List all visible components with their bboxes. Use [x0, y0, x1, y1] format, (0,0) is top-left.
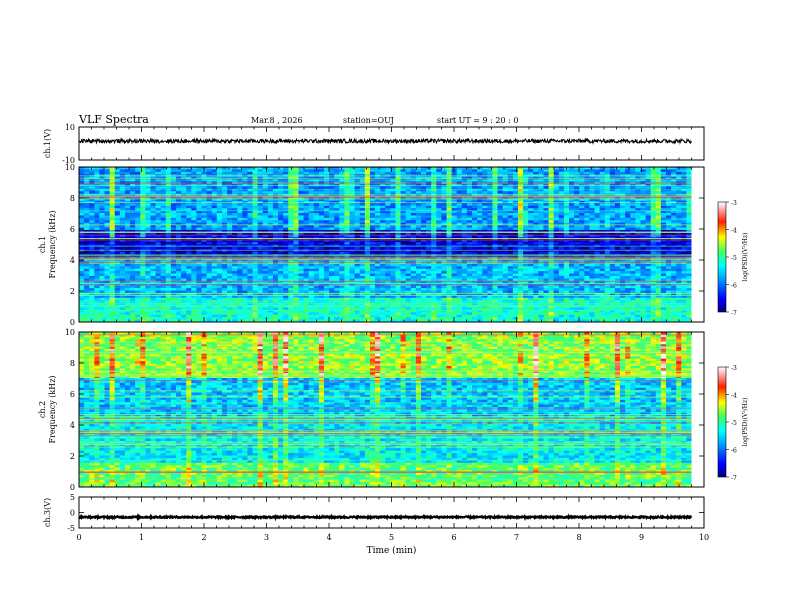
ch1-spectrogram-bands — [79, 168, 692, 311]
ch1-spectrogram-ytick-label: 8 — [70, 194, 75, 203]
colorbar-tick-label: -5 — [731, 255, 737, 262]
colorbar-tick-label: -3 — [731, 200, 737, 207]
colorbar-2 — [717, 366, 727, 478]
ch1-waveform-trace — [78, 137, 692, 145]
x-tick-label: 7 — [514, 533, 519, 542]
ch2-spectrogram-blank — [691, 332, 704, 487]
ch2-spectrogram-bands — [79, 334, 692, 486]
x-tick-label: 8 — [576, 533, 581, 542]
ch1-waveform-ylabel: ch.1(V) — [43, 129, 52, 158]
ch1-waveform-ytick-label: 10 — [65, 123, 75, 132]
ch1-spectrogram-ylabel: Frequency (kHz) — [48, 210, 57, 278]
ch1-spectrogram-ylabel: ch.1 — [38, 236, 47, 253]
x-tick-label: 4 — [326, 533, 331, 542]
colorbar-tick-label: -3 — [731, 365, 737, 372]
x-tick-label: 3 — [264, 533, 269, 542]
start-time-label: start UT = 9 : 20 : 0 — [437, 116, 519, 125]
x-tick-label: 2 — [201, 533, 206, 542]
ch1-spectrogram-ytick-label: 0 — [70, 318, 75, 327]
colorbar-tick-label: -7 — [731, 310, 737, 317]
station-label: station=OUJ — [343, 116, 394, 125]
colorbar-1 — [717, 201, 727, 313]
colorbar-tick-label: -7 — [731, 475, 737, 482]
x-tick-label: 9 — [639, 533, 644, 542]
ch3-waveform-ytick-label: 0 — [70, 509, 75, 518]
ch3-waveform-ytick-label: 5 — [70, 493, 75, 502]
ch2-spectrogram-ylabel: Frequency (kHz) — [48, 375, 57, 443]
x-tick-label: 10 — [699, 533, 709, 542]
ch1-spectrogram-ytick-label: 2 — [70, 287, 75, 296]
ch1-waveform-ytick-label: -10 — [62, 156, 75, 165]
ch2-spectrogram-ytick-label: 8 — [70, 359, 75, 368]
colorbar-tick-label: -6 — [731, 283, 737, 290]
date-label: Mar.8 , 2026 — [251, 116, 303, 125]
ch3-waveform-ylabel: ch.3(V) — [43, 498, 52, 527]
x-tick-label: 1 — [139, 533, 144, 542]
ch1-spectrogram-ytick-label: 6 — [70, 225, 75, 234]
colorbar-tick-label: -4 — [731, 228, 737, 235]
ch3-waveform-trace — [78, 513, 693, 522]
ch3-waveform-ytick-label: -5 — [67, 524, 75, 533]
x-tick-label: 5 — [389, 533, 394, 542]
x-tick-label: 0 — [76, 533, 81, 542]
colorbar-label: log(PSD)(V²/Hz) — [742, 233, 749, 282]
ch2-spectrogram-ytick-label: 2 — [70, 452, 75, 461]
ch2-spectrogram-ytick-label: 10 — [65, 328, 75, 337]
ch2-spectrogram-ylabel: ch.2 — [38, 401, 47, 418]
ch1-spectrogram-ytick-label: 4 — [70, 256, 75, 265]
colorbar-tick-label: -4 — [731, 393, 737, 400]
figure-title: VLF Spectra — [79, 113, 149, 126]
ch1-spectrogram-ytick-label: 10 — [65, 163, 75, 172]
ch2-spectrogram-ytick-label: 4 — [70, 421, 75, 430]
x-tick-label: 6 — [451, 533, 456, 542]
colorbar-tick-label: -6 — [731, 448, 737, 455]
colorbar-tick-label: -5 — [731, 420, 737, 427]
ch2-spectrogram-cells — [79, 332, 692, 488]
ch1-spectrogram-cells — [79, 167, 692, 323]
ch1-spectrogram-blank — [691, 167, 704, 322]
colorbar-label: log(PSD)(V²/Hz) — [742, 398, 749, 447]
ch2-spectrogram-ytick-label: 0 — [70, 483, 75, 492]
ch2-spectrogram-ytick-label: 6 — [70, 390, 75, 399]
x-axis-label: Time (min) — [367, 545, 417, 556]
